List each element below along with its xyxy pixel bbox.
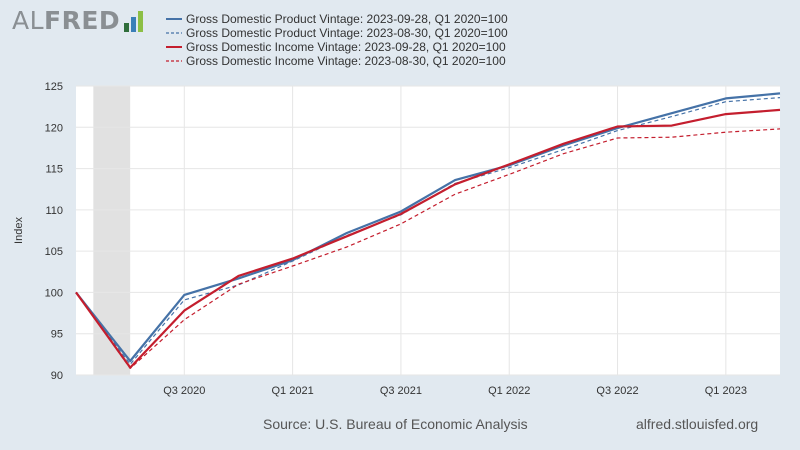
alfred-logo: AL FRED <box>12 6 144 35</box>
x-tick-label: Q1 2022 <box>488 385 530 397</box>
series-line-2 <box>75 97 781 365</box>
series-line-4 <box>75 128 781 369</box>
logo-text-fred: FRED <box>44 6 121 35</box>
x-tick-label: Q3 2021 <box>380 385 422 397</box>
legend-item: Gross Domestic Income Vintage: 2023-08-3… <box>166 54 508 68</box>
plot-background <box>76 86 780 375</box>
y-tick-label: 115 <box>45 164 63 176</box>
legend-swatch <box>166 46 182 48</box>
recession-shading <box>93 86 131 375</box>
legend-item: Gross Domestic Income Vintage: 2023-09-2… <box>166 40 508 54</box>
legend-label: Gross Domestic Product Vintage: 2023-09-… <box>186 12 508 26</box>
y-tick-label: 100 <box>45 287 63 299</box>
series-line-3 <box>75 108 781 369</box>
source-note: Source: U.S. Bureau of Economic Analysis <box>263 416 528 432</box>
y-tick-label: 95 <box>51 329 63 341</box>
y-tick-label: 125 <box>45 81 63 93</box>
site-url[interactable]: alfred.stlouisfed.org <box>636 416 759 432</box>
series-line-1 <box>75 92 781 363</box>
legend-item: Gross Domestic Product Vintage: 2023-08-… <box>166 26 508 40</box>
y-tick-label: 90 <box>51 370 63 382</box>
legend-swatch <box>166 18 182 20</box>
y-axis-title: Index <box>13 217 25 244</box>
legend-label: Gross Domestic Product Vintage: 2023-08-… <box>186 26 508 40</box>
logo-bars-icon <box>124 10 144 32</box>
x-tick-label: Q3 2020 <box>163 385 205 397</box>
x-tick-label: Q1 2021 <box>272 385 314 397</box>
chart-legend: Gross Domestic Product Vintage: 2023-09-… <box>166 12 508 68</box>
y-tick-label: 120 <box>45 122 63 134</box>
x-tick-label: Q3 2022 <box>596 385 638 397</box>
logo-text-al: AL <box>12 6 45 35</box>
legend-label: Gross Domestic Income Vintage: 2023-08-3… <box>186 54 506 68</box>
legend-item: Gross Domestic Product Vintage: 2023-09-… <box>166 12 508 26</box>
legend-label: Gross Domestic Income Vintage: 2023-09-2… <box>186 40 506 54</box>
x-tick-label: Q1 2023 <box>705 385 747 397</box>
legend-swatch <box>166 60 182 62</box>
y-tick-label: 105 <box>45 246 63 258</box>
y-tick-label: 110 <box>45 205 63 217</box>
legend-swatch <box>166 32 182 34</box>
